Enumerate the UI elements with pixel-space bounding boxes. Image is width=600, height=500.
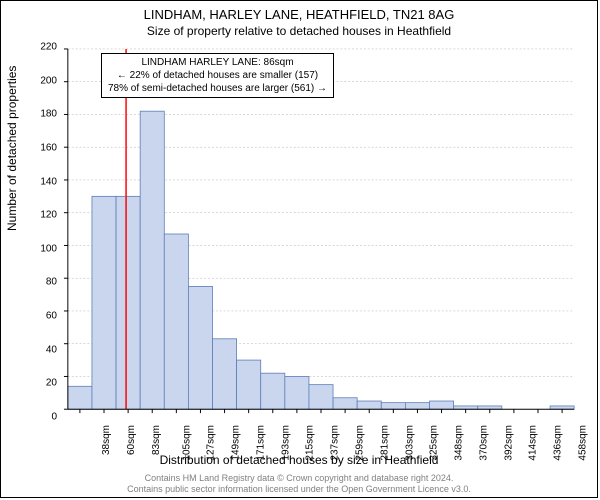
footer-line1: Contains HM Land Registry data © Crown c… xyxy=(1,473,597,484)
x-axis-label: Distribution of detached houses by size … xyxy=(1,453,597,467)
histogram-plot xyxy=(61,47,581,417)
ytick-label: 220 xyxy=(31,42,57,53)
annotation-line1: LINDHAM HARLEY LANE: 86sqm xyxy=(108,56,327,69)
chart-subtitle: Size of property relative to detached ho… xyxy=(1,24,597,38)
ytick-label: 20 xyxy=(31,378,57,389)
y-axis-label: Number of detached properties xyxy=(5,66,19,231)
ytick-label: 40 xyxy=(31,344,57,355)
ytick-label: 120 xyxy=(31,210,57,221)
annotation-box: LINDHAM HARLEY LANE: 86sqm ← 22% of deta… xyxy=(101,53,334,98)
ytick-label: 160 xyxy=(31,142,57,153)
ytick-label: 60 xyxy=(31,311,57,322)
ytick-label: 0 xyxy=(31,412,57,423)
xtick-label: 83sqm xyxy=(151,425,162,455)
xtick-label: 60sqm xyxy=(126,425,137,455)
footer-line2: Contains public sector information licen… xyxy=(1,484,597,495)
chart-title: LINDHAM, HARLEY LANE, HEATHFIELD, TN21 8… xyxy=(1,7,597,22)
annotation-line3: 78% of semi-detached houses are larger (… xyxy=(108,82,327,95)
chart-area: LINDHAM HARLEY LANE: 86sqm ← 22% of deta… xyxy=(61,47,581,417)
ytick-label: 200 xyxy=(31,75,57,86)
ytick-label: 100 xyxy=(31,243,57,254)
annotation-line2: ← 22% of detached houses are smaller (15… xyxy=(108,69,327,82)
xtick-label: 38sqm xyxy=(101,425,112,455)
ytick-label: 80 xyxy=(31,277,57,288)
ytick-label: 180 xyxy=(31,109,57,120)
ytick-label: 140 xyxy=(31,176,57,187)
chart-container: LINDHAM, HARLEY LANE, HEATHFIELD, TN21 8… xyxy=(0,0,598,498)
footer: Contains HM Land Registry data © Crown c… xyxy=(1,473,597,495)
